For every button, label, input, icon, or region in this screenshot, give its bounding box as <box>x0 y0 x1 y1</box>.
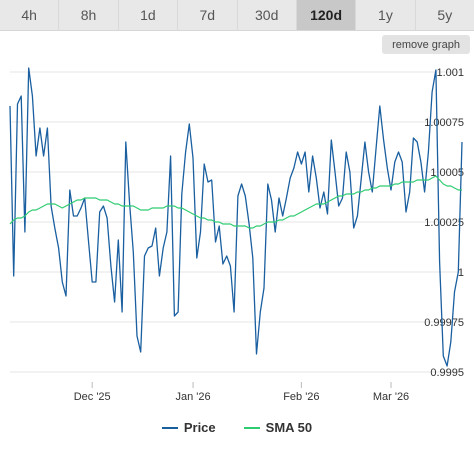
y-tick-label: 1.0005 <box>430 167 464 179</box>
series-lines <box>9 67 463 367</box>
legend-item-sma[interactable]: SMA 50 <box>243 420 313 435</box>
legend-item-price[interactable]: Price <box>161 420 216 435</box>
tab-120d[interactable]: 120d <box>296 0 357 30</box>
price-line <box>9 67 463 367</box>
legend-swatch-price <box>161 426 178 429</box>
sma-50-line <box>9 175 462 229</box>
x-tick-label: Jan '26 <box>175 391 210 403</box>
legend-label-sma: SMA 50 <box>265 420 313 435</box>
chart-legend: Price SMA 50 <box>0 420 474 435</box>
y-tick-label: 0.99975 <box>424 317 464 329</box>
x-axis-ticks: Dec '25 Jan '26 Feb '26 Mar '26 <box>74 382 409 403</box>
x-tick-label: Dec '25 <box>74 391 111 403</box>
tab-5y[interactable]: 5y <box>437 7 453 23</box>
remove-graph-button[interactable]: remove graph <box>382 35 470 54</box>
legend-label-price: Price <box>183 420 216 435</box>
x-tick-label: Feb '26 <box>283 391 319 403</box>
tab-8h[interactable]: 8h <box>59 0 119 30</box>
tab-30d[interactable]: 30d <box>238 0 297 30</box>
timeframe-tabs: 4h 8h 1d 7d 30d 120d 1y 5y <box>0 0 474 31</box>
y-tick-label: 1.00025 <box>424 217 464 229</box>
grid-lines <box>10 71 462 373</box>
tab-7d[interactable]: 7d <box>178 0 238 30</box>
y-tick-label: 1 <box>458 267 464 279</box>
tab-1d[interactable]: 1d <box>119 0 179 30</box>
y-tick-label: 0.9995 <box>430 367 464 379</box>
legend-swatch-sma <box>243 426 260 429</box>
y-tick-label: 1.001 <box>436 67 464 79</box>
x-tick-label: Mar '26 <box>373 391 409 403</box>
y-tick-label: 1.00075 <box>424 117 464 129</box>
y-axis-ticks: 1.001 1.00075 1.0005 1.00025 1 0.99975 0.9995 <box>424 67 464 379</box>
tab-4h[interactable]: 4h <box>0 0 60 30</box>
tab-1y[interactable]: 1y <box>356 0 416 30</box>
